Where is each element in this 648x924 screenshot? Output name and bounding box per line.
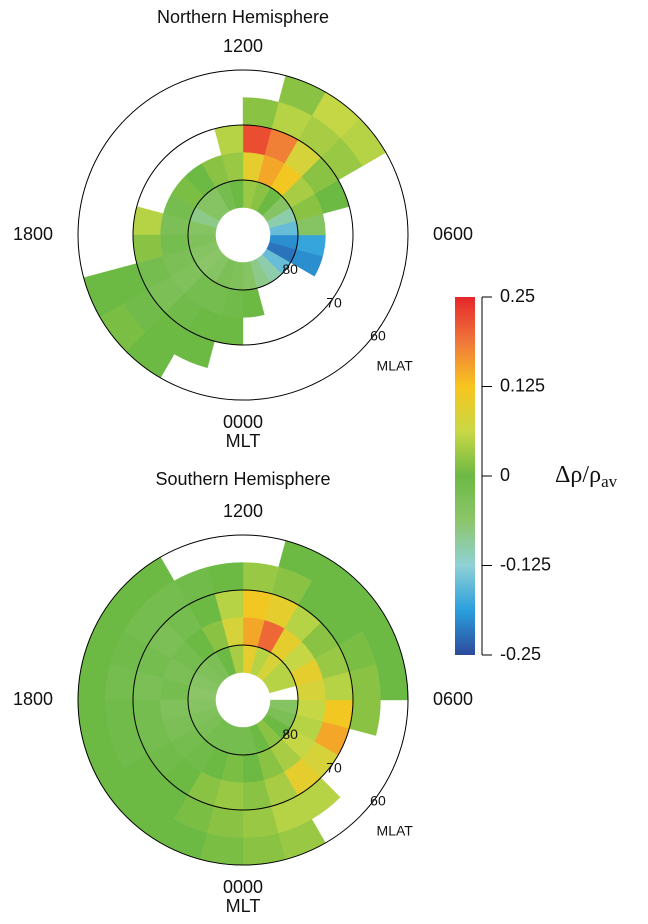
- r-axis-label: MLAT: [377, 823, 414, 839]
- ring-label: 70: [326, 294, 342, 310]
- ring-label: 70: [326, 759, 342, 775]
- cell: [200, 832, 244, 866]
- cell: [214, 124, 244, 156]
- mlt-label: 0000: [223, 412, 263, 432]
- r-axis-label: MLAT: [377, 358, 414, 374]
- chart-title: Northern Hemisphere: [157, 7, 329, 27]
- colorbar-label-sub: av: [601, 472, 618, 491]
- colorbar: [455, 297, 475, 655]
- mlt-label: 1800: [13, 224, 53, 244]
- ring: [132, 124, 354, 346]
- ring: [77, 534, 409, 866]
- mlt-label: 1200: [223, 36, 263, 56]
- tick-label: -0.25: [500, 644, 541, 664]
- ring: [77, 69, 409, 401]
- cell: [349, 699, 381, 736]
- tick-label: 0.25: [500, 286, 535, 306]
- mlt-label: 1200: [223, 501, 263, 521]
- theta-axis-label: MLT: [226, 431, 261, 451]
- ring: [132, 589, 354, 811]
- mlt-label: 0600: [433, 224, 473, 244]
- theta-axis-label: MLT: [226, 896, 261, 916]
- cell: [242, 832, 286, 866]
- ring: [187, 644, 299, 756]
- cell: [77, 657, 111, 701]
- mlt-label: 0000: [223, 877, 263, 897]
- colorbar-label-main: Δρ/ρ: [555, 462, 601, 488]
- cell: [77, 699, 111, 743]
- ring-label: 80: [282, 726, 298, 742]
- cell: [242, 287, 265, 318]
- mlt-label: 0600: [433, 689, 473, 709]
- ring: [187, 179, 299, 291]
- colorbar-label: Δρ/ρav: [555, 462, 618, 491]
- ring-label: 60: [370, 327, 386, 343]
- tick-label: -0.125: [500, 554, 551, 574]
- cell: [375, 657, 409, 701]
- tick-label: 0: [500, 465, 510, 485]
- tick-label: 0.125: [500, 375, 545, 395]
- ring-label: 60: [370, 792, 386, 808]
- cell: [132, 206, 164, 236]
- ring-label: 80: [282, 261, 298, 277]
- mlt-label: 1800: [13, 689, 53, 709]
- chart-title: Southern Hemisphere: [155, 469, 330, 489]
